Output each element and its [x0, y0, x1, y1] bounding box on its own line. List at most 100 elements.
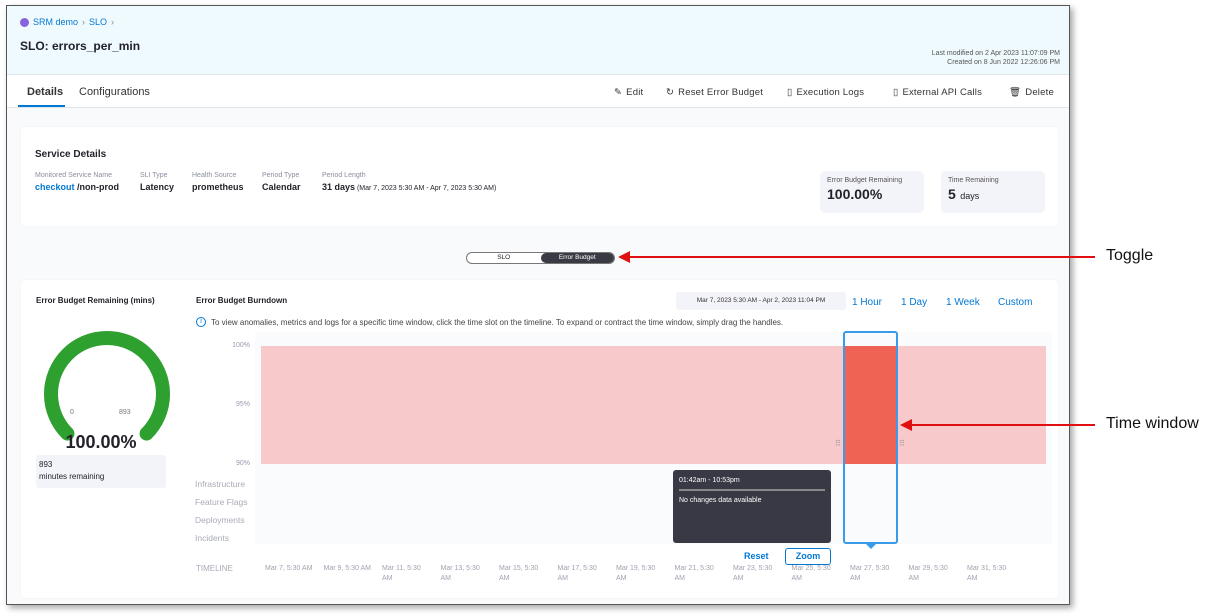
timestamps: Last modified on 2 Apr 2023 11:07:09 PM … [932, 49, 1060, 67]
row-deployments: Deployments [195, 515, 245, 525]
reset-button[interactable]: Reset [744, 551, 769, 561]
reset-label: Reset Error Budget [678, 87, 764, 98]
page-header: SRM demo › SLO › SLO: errors_per_min Las… [7, 6, 1069, 75]
timeline-tick: Mar 25, 5:30 AM [791, 565, 831, 582]
delete-label: Delete [1025, 87, 1054, 98]
info-message: i To view anomalies, metrics and logs fo… [196, 317, 783, 327]
checkout-link[interactable]: checkout [35, 182, 75, 192]
minutes-remaining-value: 893 [39, 460, 53, 469]
gauge-min: 0 [70, 409, 74, 416]
stat-label: Error Budget Remaining [827, 177, 903, 184]
toggle-error-budget[interactable]: Error Budget [540, 253, 614, 263]
breadcrumb-slo[interactable]: SLO [89, 17, 108, 27]
info-text: To view anomalies, metrics and logs for … [211, 317, 784, 327]
page-title: SLO: errors_per_min [20, 39, 141, 53]
timeline-tick: Mar 9, 5:30 AM [323, 565, 371, 572]
created-on: Created on 8 Jun 2022 12:26:06 PM [947, 59, 1060, 66]
field-label: Period Type [262, 172, 300, 179]
error-budget-remaining-stat: Error Budget Remaining 100.00% [820, 171, 924, 213]
tooltip-time: 01:42am - 10:53pm [679, 477, 740, 484]
srm-logo-icon [20, 17, 29, 27]
row-feature-flags: Feature Flags [195, 497, 248, 507]
field-label: Health Source [192, 172, 237, 179]
tab-configurations[interactable]: Configurations [79, 86, 150, 98]
execution-logs-button[interactable]: ▯ Execution Logs [787, 87, 864, 98]
app-window: SRM demo › SLO › SLO: errors_per_min Las… [6, 5, 1070, 605]
timeline-label: TIMELINE [196, 564, 233, 573]
timeline-tick: Mar 31, 5:30 AM [967, 565, 1007, 582]
chevron-right-icon: › [82, 17, 86, 27]
selected-window-fill [844, 346, 898, 464]
edit-button[interactable]: ✎ Edit [614, 87, 643, 98]
y-tick-95: 95% [235, 401, 250, 408]
toggle-arrowhead-icon [618, 251, 630, 263]
stat-label: Time Remaining [948, 177, 999, 184]
minutes-remaining-label: minutes remaining [39, 472, 105, 481]
timeline-tick: Mar 15, 5:30 AM [499, 565, 539, 582]
burndown-title: Error Budget Burndown [196, 296, 288, 305]
error-budget-area [261, 346, 1046, 464]
range-1-day[interactable]: 1 Day [901, 297, 928, 308]
timeline-tick: Mar 13, 5:30 AM [440, 565, 480, 582]
field-period-type: Period Type Calendar [262, 172, 301, 192]
external-api-calls-button[interactable]: ▯ External API Calls [893, 87, 982, 98]
right-drag-handle[interactable]: ⠿ [899, 439, 905, 448]
field-sli-type: SLI Type Latency [140, 172, 174, 192]
field-value: prometheus [192, 182, 244, 192]
tab-bar: Details Configurations ✎ Edit ↻ Reset Erro… [7, 75, 1069, 108]
pencil-icon: ✎ [614, 87, 623, 98]
time-window-arrowhead-icon [900, 419, 912, 431]
breadcrumb: SRM demo › SLO › [20, 17, 114, 27]
y-tick-100: 100% [232, 342, 250, 349]
timeline-tick: Mar 17, 5:30 AM [557, 565, 597, 582]
gauge-title: Error Budget Remaining (mins) [36, 296, 155, 305]
info-icon: i [196, 317, 206, 327]
delete-button[interactable]: 🗑 Delete [1009, 87, 1054, 98]
zoom-button[interactable]: Zoom [785, 548, 831, 565]
timeline-tick: Mar 27, 5:30 AM [850, 565, 890, 582]
slo-error-budget-toggle[interactable]: SLO Error Budget [466, 252, 615, 264]
timeline-tick: Mar 29, 5:30 AM [908, 565, 948, 582]
left-drag-handle[interactable]: ⠿ [835, 439, 841, 448]
external-api-label: External API Calls [902, 87, 983, 98]
field-value: 31 days [322, 182, 356, 192]
field-label: Monitored Service Name [35, 172, 113, 179]
field-label: Period Length [322, 172, 366, 179]
last-modified: Last modified on 2 Apr 2023 11:07:09 PM [931, 50, 1060, 57]
trash-icon: 🗑 [1009, 87, 1022, 98]
tab-details[interactable]: Details [27, 86, 64, 98]
timeline-tick: Mar 7, 5:30 AM [265, 565, 313, 572]
timeline-tick: Mar 23, 5:30 AM [733, 565, 773, 582]
minutes-remaining-box: 893 minutes remaining [36, 455, 166, 488]
field-value: Calendar [262, 182, 301, 192]
execution-logs-label: Execution Logs [796, 87, 865, 98]
edit-label: Edit [626, 87, 644, 98]
tooltip-divider [679, 489, 825, 491]
environment: /non-prod [74, 182, 120, 192]
row-infrastructure: Infrastructure [195, 479, 246, 489]
y-tick-90: 90% [235, 460, 250, 467]
tooltip: 01:42am - 10:53pm No changes data availa… [673, 470, 831, 543]
field-value: Latency [140, 182, 175, 192]
document-icon: ▯ [787, 87, 793, 98]
period-range: (Mar 7, 2023 5:30 AM - Apr 7, 2023 5:30 … [355, 185, 497, 192]
gauge-fill [44, 331, 170, 441]
stat-value: 5 [948, 186, 956, 202]
toggle-slo[interactable]: SLO [497, 254, 511, 261]
range-custom[interactable]: Custom [998, 297, 1033, 308]
date-range-picker[interactable]: Mar 7, 2023 5:30 AM - Apr 2, 2023 11:04 … [676, 292, 846, 310]
reset-error-budget-button[interactable]: ↻ Reset Error Budget [666, 87, 763, 98]
field-health-source: Health Source prometheus [192, 172, 244, 192]
active-tab-indicator [18, 105, 65, 107]
row-incidents: Incidents [195, 533, 230, 543]
tooltip-text: No changes data available [679, 497, 762, 504]
time-remaining-stat: Time Remaining 5 days [941, 171, 1045, 213]
range-1-hour[interactable]: 1 Hour [852, 297, 883, 308]
range-1-week[interactable]: 1 Week [946, 297, 980, 308]
chevron-right-icon: › [111, 17, 115, 27]
stat-value: 100.00% [827, 186, 883, 202]
reset-icon: ↻ [666, 87, 675, 98]
breadcrumb-srm-demo[interactable]: SRM demo [33, 17, 79, 27]
service-details-heading: Service Details [35, 149, 107, 160]
